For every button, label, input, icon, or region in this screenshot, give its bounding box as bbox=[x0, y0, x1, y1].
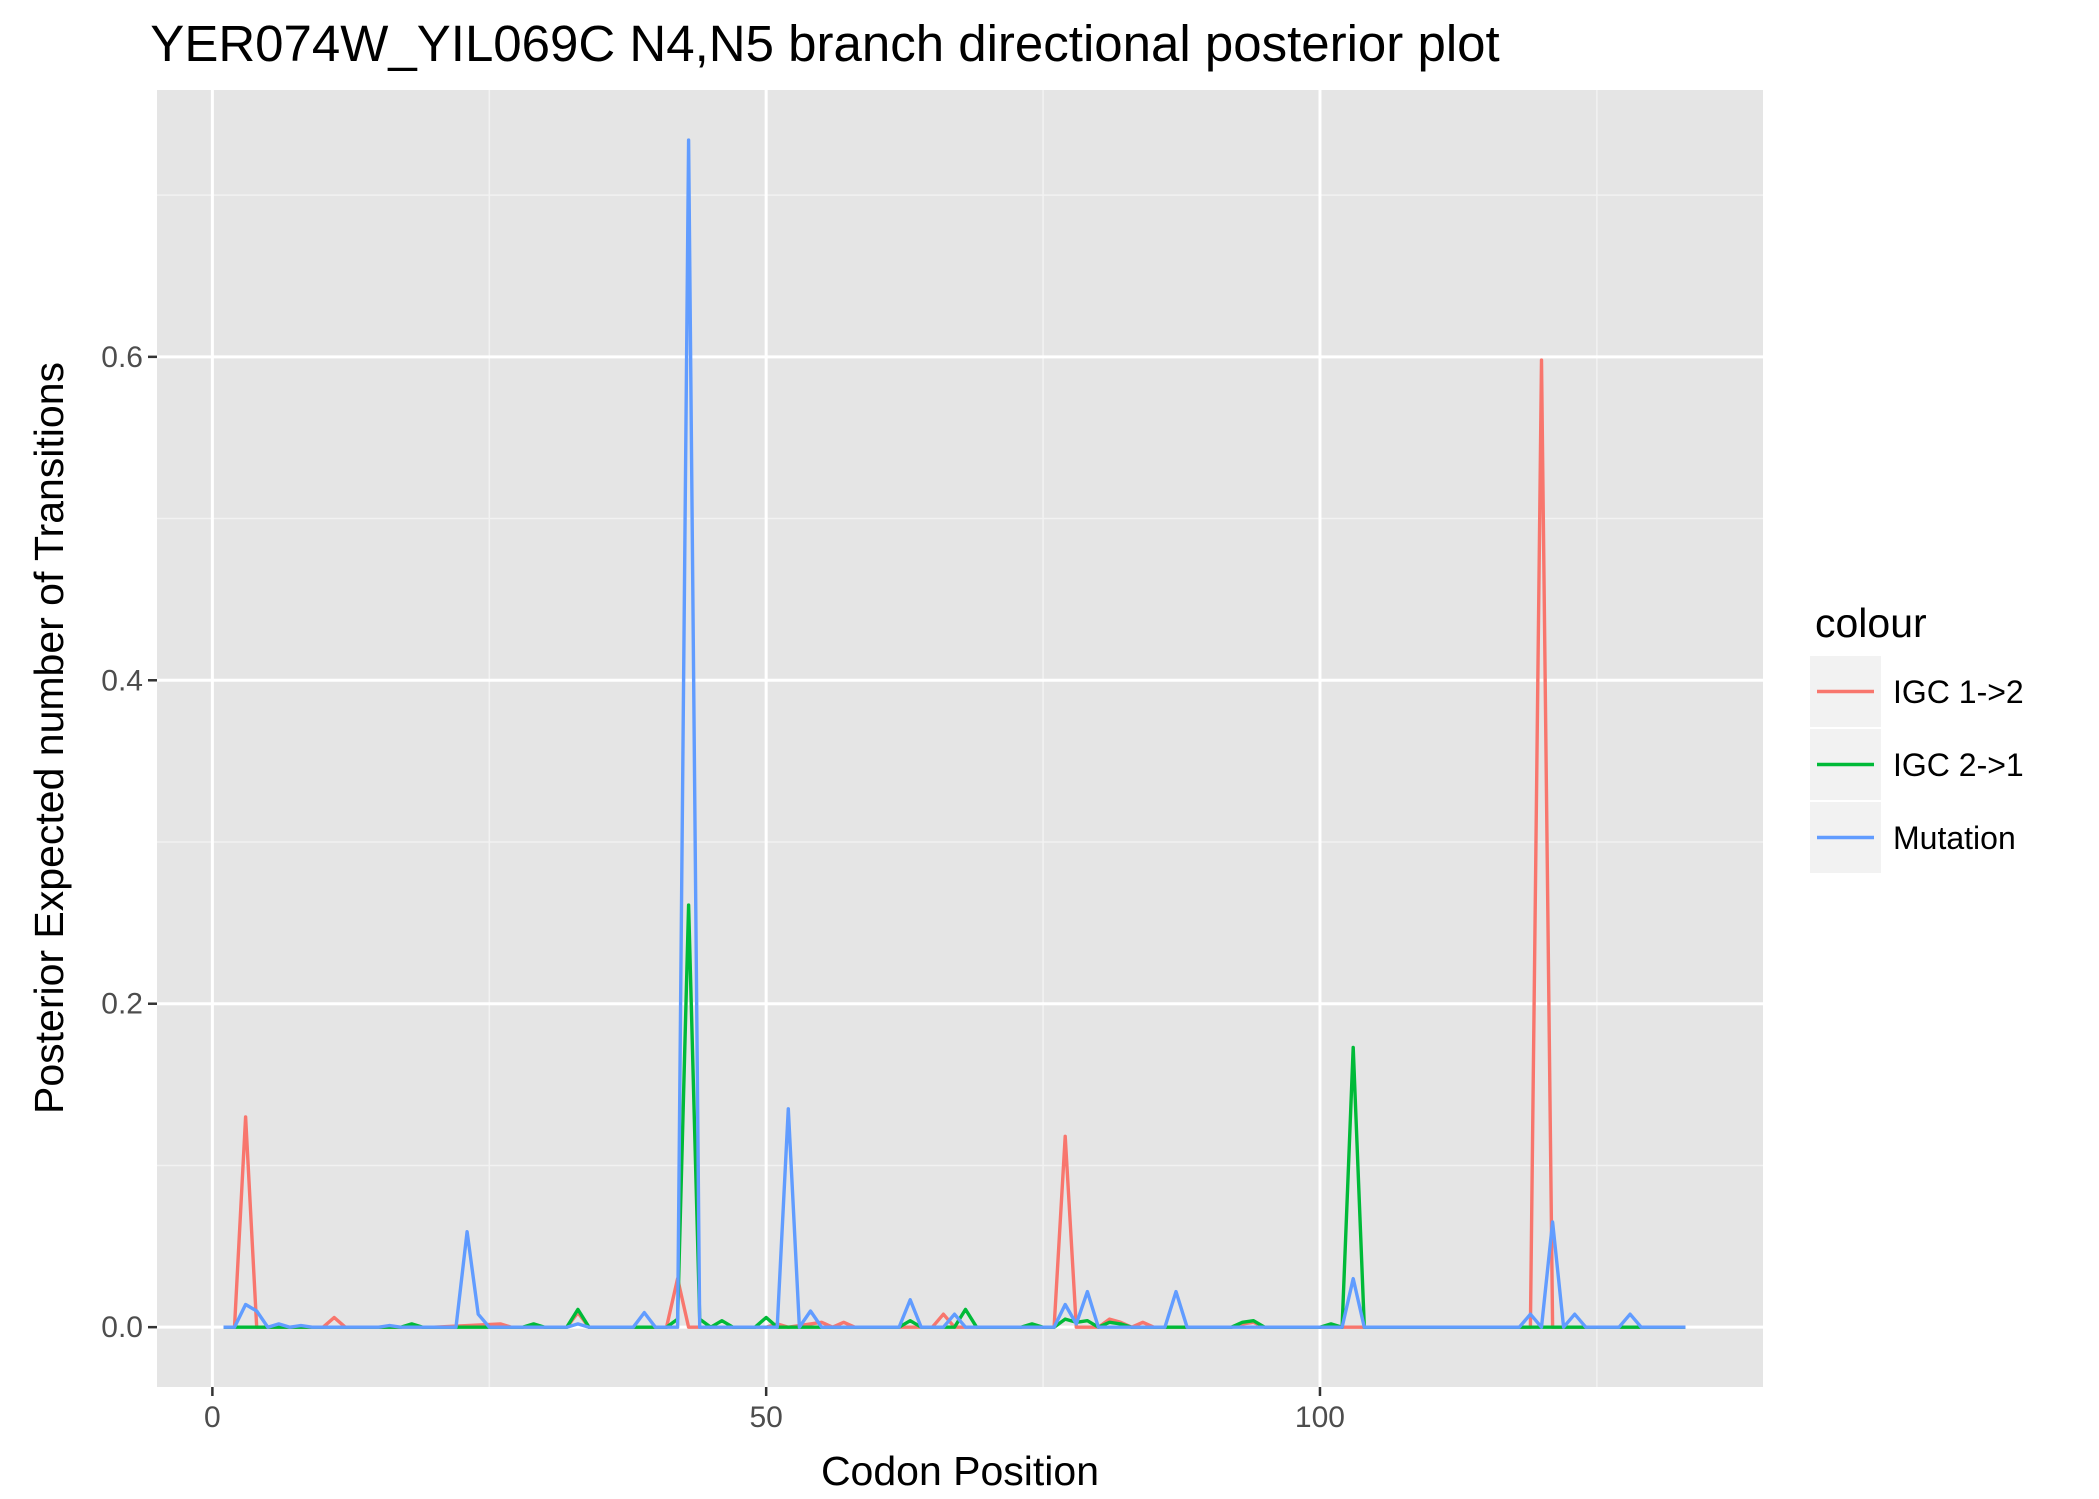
series-line-mutation bbox=[223, 138, 1686, 1329]
series-line-igc-2-1 bbox=[223, 903, 1686, 1329]
series-lines bbox=[223, 138, 1686, 1329]
legend-label: IGC 1->2 bbox=[1893, 674, 2024, 710]
plot-panel bbox=[157, 90, 1763, 1387]
x-axis-title: Codon Position bbox=[821, 1448, 1099, 1494]
x-tick-label: 100 bbox=[1295, 1401, 1345, 1434]
x-tick-label: 50 bbox=[749, 1401, 782, 1434]
legend: colour IGC 1->2 IGC 2->1 Mutation bbox=[1810, 600, 2024, 873]
legend-label: Mutation bbox=[1893, 820, 2016, 856]
legend-label: IGC 2->1 bbox=[1893, 747, 2024, 783]
legend-title: colour bbox=[1815, 600, 1927, 646]
chart-title: YER074W_YIL069C N4,N5 branch directional… bbox=[150, 15, 1500, 72]
y-tick-label: 0.2 bbox=[101, 988, 143, 1021]
x-tick-label: 0 bbox=[204, 1401, 221, 1434]
x-axis: 0 50 100 bbox=[204, 1387, 1345, 1434]
y-axis-title: Posterior Expected number of Transitions bbox=[26, 362, 72, 1114]
y-tick-label: 0.4 bbox=[101, 664, 143, 697]
y-axis: 0.0 0.2 0.4 0.6 bbox=[101, 341, 157, 1344]
grid-minor bbox=[157, 90, 1763, 1387]
y-tick-label: 0.0 bbox=[101, 1311, 143, 1344]
y-tick-label: 0.6 bbox=[101, 341, 143, 374]
